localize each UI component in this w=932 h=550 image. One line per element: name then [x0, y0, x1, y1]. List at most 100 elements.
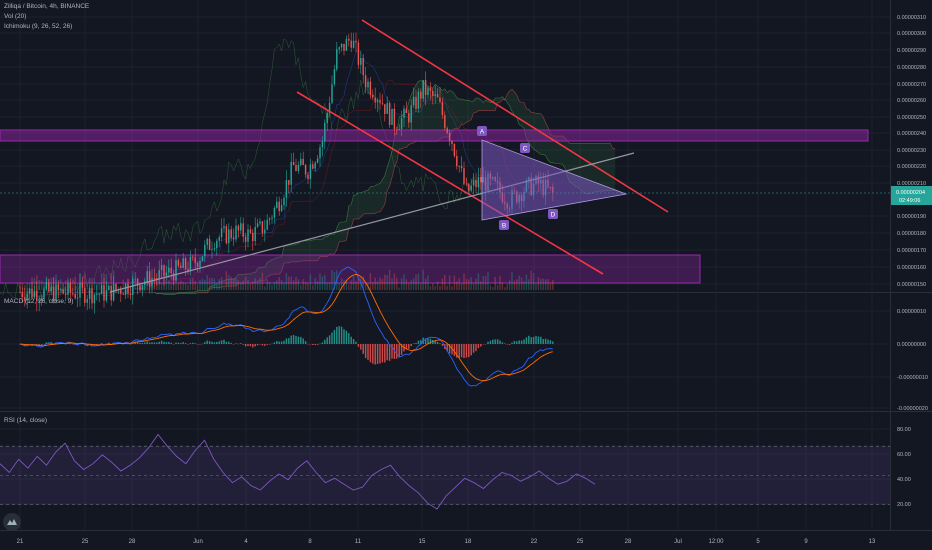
macd-histogram-bar — [504, 343, 506, 344]
chart-axes: 0.00000310 0.00000300 0.00000290 0.00000280… — [17, 15, 928, 545]
candle-body — [146, 271, 148, 282]
candle-body — [331, 84, 333, 103]
candle — [448, 130, 451, 147]
time-tick-label: 28 — [129, 539, 136, 545]
volume-bar — [434, 285, 436, 290]
candle-body — [468, 183, 470, 191]
candle-body — [172, 273, 175, 281]
volume-bar — [324, 274, 326, 290]
volume-bar — [540, 278, 542, 290]
volume-bar — [475, 278, 477, 290]
rsi-legend[interactable]: RSI (14, close) — [4, 417, 47, 424]
candle — [453, 143, 456, 158]
volume-legend[interactable]: Vol (20) — [4, 13, 27, 20]
macd-histogram-bar — [96, 344, 98, 345]
candle — [79, 273, 81, 307]
chart-drawings[interactable]: A B C D 0.00000204 02:49:06 — [0, 19, 932, 293]
candle-body — [216, 240, 218, 249]
candle-body — [74, 293, 76, 299]
candle-body — [158, 270, 160, 279]
candle-body — [134, 278, 136, 280]
ichimoku-span-b — [154, 88, 616, 294]
volume-bar — [357, 276, 360, 290]
ichimoku-span-a — [154, 80, 616, 295]
volume-bar — [292, 280, 295, 290]
candle-body — [31, 288, 33, 298]
macd-histogram-bar — [211, 341, 213, 344]
macd-histogram-bar — [460, 344, 463, 358]
candle — [470, 178, 472, 193]
candle-body — [79, 283, 81, 298]
candle — [232, 228, 235, 246]
symbol-legend[interactable]: Zilliqa / Bitcoin, 4h, BINANCE — [4, 3, 90, 10]
candle — [297, 161, 300, 175]
volume-bar — [542, 278, 544, 290]
candle — [43, 285, 45, 301]
candle — [276, 196, 278, 209]
candle-body — [307, 174, 309, 180]
rsi-tick-label: 60.00 — [897, 452, 911, 458]
volume-bar — [84, 274, 86, 290]
candle — [386, 96, 388, 115]
candle-body — [420, 91, 422, 99]
candle — [52, 277, 55, 304]
candle — [348, 34, 350, 47]
candle-body — [340, 43, 343, 48]
candle-body — [199, 260, 201, 268]
macd-histogram-bar — [136, 342, 139, 344]
macd-histogram-bar — [105, 343, 108, 345]
candle — [307, 171, 309, 185]
macd-histogram-bar — [98, 344, 100, 345]
macd-histogram-bar — [372, 344, 374, 364]
candle — [237, 224, 240, 238]
candle-body — [45, 282, 48, 289]
volume-bar — [196, 284, 199, 290]
candle-body — [480, 176, 482, 183]
volume-bar — [26, 283, 28, 290]
volume-bar — [304, 282, 307, 290]
candle — [285, 170, 288, 207]
candle — [427, 85, 429, 99]
macd-histogram-bar — [295, 336, 297, 344]
macd-histogram-bar — [506, 344, 508, 345]
volume-bar — [122, 279, 124, 290]
macd-signal-line — [19, 273, 553, 381]
volume-bar — [314, 277, 316, 290]
candle-body — [254, 227, 256, 242]
candle — [213, 242, 216, 252]
volume-bar — [381, 278, 384, 290]
candle — [338, 46, 340, 54]
candle-body — [242, 223, 244, 237]
macd-histogram-bar — [103, 344, 105, 345]
macd-histogram-bar — [516, 341, 518, 344]
time-tick-label: 25 — [82, 539, 89, 545]
candle — [422, 79, 424, 102]
candle — [172, 269, 175, 286]
macd-histogram-bar — [434, 340, 436, 344]
macd-histogram-bar — [489, 340, 492, 344]
candle — [141, 284, 144, 297]
volume-bar — [184, 282, 187, 290]
pattern-label-text: C — [523, 146, 528, 153]
candle — [91, 284, 93, 310]
tradingview-logo-icon[interactable] — [3, 513, 21, 531]
macd-histogram-bar — [213, 342, 216, 344]
macd-histogram-bar — [535, 335, 537, 344]
volume-bar — [110, 272, 112, 290]
macd-legend[interactable]: MACD (12, 26, close, 9) — [4, 298, 74, 305]
macd-histogram-bar — [451, 344, 453, 355]
candle-body — [408, 112, 410, 123]
ichimoku-legend[interactable]: Ichimoku (9, 26, 52, 26) — [4, 23, 73, 30]
macd-histogram-bar — [244, 344, 247, 347]
candle-body — [84, 287, 86, 303]
volume-bar — [355, 281, 357, 290]
volume-bar — [93, 278, 96, 290]
macd-histogram-bar — [465, 344, 468, 358]
candle-body — [129, 293, 132, 295]
candle — [328, 96, 331, 118]
volume-bar — [187, 284, 189, 290]
candle-body — [165, 272, 168, 276]
candle — [199, 256, 201, 273]
candle-body — [324, 122, 326, 142]
